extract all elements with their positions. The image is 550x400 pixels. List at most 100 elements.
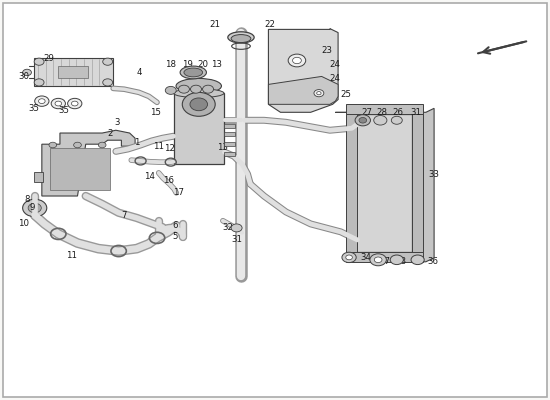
Text: 13: 13 bbox=[211, 60, 222, 69]
Text: 11: 11 bbox=[67, 251, 78, 260]
Text: 24: 24 bbox=[330, 74, 341, 83]
Ellipse shape bbox=[176, 78, 222, 94]
Text: 4: 4 bbox=[136, 68, 142, 77]
Text: 27: 27 bbox=[362, 108, 373, 117]
Circle shape bbox=[190, 85, 201, 93]
Circle shape bbox=[23, 199, 47, 217]
Circle shape bbox=[359, 118, 367, 123]
Circle shape bbox=[355, 115, 371, 126]
Circle shape bbox=[314, 90, 324, 97]
Circle shape bbox=[74, 142, 81, 148]
FancyBboxPatch shape bbox=[58, 66, 89, 78]
Circle shape bbox=[178, 85, 189, 93]
Text: 7: 7 bbox=[121, 211, 126, 220]
Text: 2: 2 bbox=[108, 128, 113, 138]
Circle shape bbox=[23, 69, 31, 76]
Text: 28: 28 bbox=[377, 108, 388, 117]
FancyBboxPatch shape bbox=[224, 132, 235, 136]
Text: 22: 22 bbox=[264, 20, 275, 29]
Circle shape bbox=[55, 101, 62, 106]
Text: 11: 11 bbox=[153, 142, 164, 151]
Polygon shape bbox=[406, 108, 434, 262]
Circle shape bbox=[375, 257, 382, 262]
Circle shape bbox=[103, 79, 113, 86]
Ellipse shape bbox=[173, 89, 224, 98]
Text: 5: 5 bbox=[172, 232, 178, 241]
Circle shape bbox=[68, 98, 82, 109]
Circle shape bbox=[293, 57, 301, 64]
Text: 21: 21 bbox=[209, 20, 220, 29]
Circle shape bbox=[103, 58, 113, 65]
Circle shape bbox=[411, 255, 424, 264]
Circle shape bbox=[202, 85, 213, 93]
Text: 25: 25 bbox=[341, 90, 352, 99]
Circle shape bbox=[288, 54, 306, 67]
Ellipse shape bbox=[231, 34, 251, 42]
FancyBboxPatch shape bbox=[224, 152, 235, 156]
Text: 23: 23 bbox=[322, 46, 333, 55]
FancyBboxPatch shape bbox=[224, 142, 235, 146]
Text: 20: 20 bbox=[197, 60, 208, 69]
Polygon shape bbox=[173, 93, 224, 164]
Circle shape bbox=[39, 99, 45, 104]
Text: 12: 12 bbox=[164, 144, 175, 154]
Circle shape bbox=[374, 116, 387, 125]
Ellipse shape bbox=[184, 68, 202, 77]
Text: 31: 31 bbox=[410, 108, 421, 117]
Text: 32: 32 bbox=[223, 223, 234, 232]
Text: 19: 19 bbox=[182, 60, 192, 69]
Text: 15: 15 bbox=[150, 108, 161, 117]
Text: 6: 6 bbox=[172, 222, 178, 230]
Circle shape bbox=[35, 96, 49, 106]
Circle shape bbox=[28, 203, 41, 213]
FancyBboxPatch shape bbox=[346, 104, 423, 114]
Text: 18: 18 bbox=[165, 60, 176, 69]
Text: 17: 17 bbox=[173, 188, 184, 197]
Circle shape bbox=[231, 224, 242, 232]
Polygon shape bbox=[268, 76, 338, 104]
FancyBboxPatch shape bbox=[412, 114, 423, 252]
FancyBboxPatch shape bbox=[34, 172, 43, 182]
Polygon shape bbox=[34, 58, 113, 86]
Circle shape bbox=[370, 254, 386, 266]
Circle shape bbox=[342, 252, 356, 262]
FancyBboxPatch shape bbox=[224, 124, 235, 128]
Circle shape bbox=[34, 58, 44, 65]
Circle shape bbox=[190, 98, 207, 111]
Text: 24: 24 bbox=[330, 60, 341, 69]
Circle shape bbox=[49, 142, 57, 148]
Text: 14: 14 bbox=[145, 172, 156, 181]
Text: 8: 8 bbox=[24, 195, 30, 204]
FancyBboxPatch shape bbox=[346, 114, 358, 252]
Circle shape bbox=[72, 101, 78, 106]
Text: 16: 16 bbox=[163, 176, 174, 185]
Text: 3: 3 bbox=[115, 118, 120, 127]
Circle shape bbox=[34, 79, 44, 86]
Text: 1: 1 bbox=[134, 138, 140, 147]
Circle shape bbox=[390, 255, 403, 264]
Text: 9: 9 bbox=[30, 203, 35, 212]
Circle shape bbox=[391, 116, 402, 124]
Text: 31: 31 bbox=[231, 235, 242, 244]
Circle shape bbox=[317, 92, 321, 95]
Text: 28: 28 bbox=[395, 257, 406, 266]
Circle shape bbox=[346, 255, 353, 260]
FancyBboxPatch shape bbox=[50, 148, 111, 190]
Text: 10: 10 bbox=[18, 220, 29, 228]
Circle shape bbox=[166, 86, 176, 94]
Text: 13: 13 bbox=[217, 143, 228, 152]
Polygon shape bbox=[268, 28, 338, 112]
FancyBboxPatch shape bbox=[356, 114, 412, 252]
FancyBboxPatch shape bbox=[3, 3, 547, 397]
Circle shape bbox=[51, 98, 65, 109]
Text: 33: 33 bbox=[428, 170, 439, 178]
Text: 36: 36 bbox=[427, 257, 438, 266]
Text: 35: 35 bbox=[58, 106, 69, 115]
Polygon shape bbox=[42, 130, 135, 196]
Text: 35: 35 bbox=[28, 104, 39, 113]
Ellipse shape bbox=[180, 66, 206, 79]
Circle shape bbox=[98, 142, 106, 148]
Ellipse shape bbox=[228, 32, 254, 43]
Text: 30: 30 bbox=[19, 72, 30, 81]
Polygon shape bbox=[336, 112, 363, 260]
